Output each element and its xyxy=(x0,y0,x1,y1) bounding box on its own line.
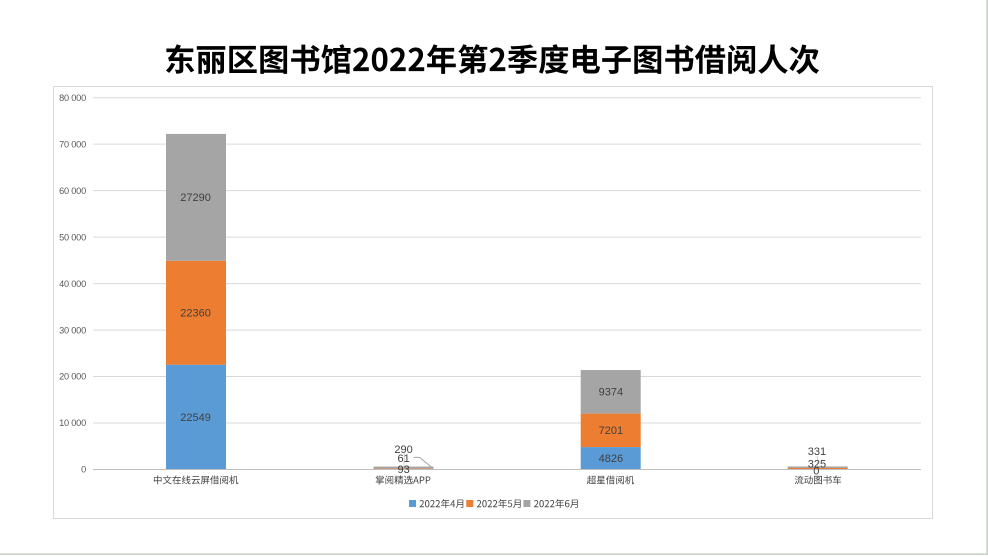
svg-text:0: 0 xyxy=(81,465,86,475)
svg-text:22549: 22549 xyxy=(180,412,211,424)
svg-text:331: 331 xyxy=(808,446,826,458)
svg-text:4826: 4826 xyxy=(599,453,623,465)
svg-text:70 000: 70 000 xyxy=(59,139,86,149)
svg-text:10 000: 10 000 xyxy=(59,418,86,428)
svg-text:93: 93 xyxy=(397,464,409,476)
svg-text:40 000: 40 000 xyxy=(59,279,86,289)
svg-text:22360: 22360 xyxy=(180,308,211,320)
svg-text:60 000: 60 000 xyxy=(59,186,86,196)
svg-text:9374: 9374 xyxy=(599,387,623,399)
svg-text:30 000: 30 000 xyxy=(59,325,86,335)
svg-text:7201: 7201 xyxy=(599,425,623,437)
svg-text:27290: 27290 xyxy=(180,192,211,204)
svg-text:80 000: 80 000 xyxy=(59,93,86,103)
svg-text:50 000: 50 000 xyxy=(59,232,86,242)
svg-text:20 000: 20 000 xyxy=(59,372,86,382)
